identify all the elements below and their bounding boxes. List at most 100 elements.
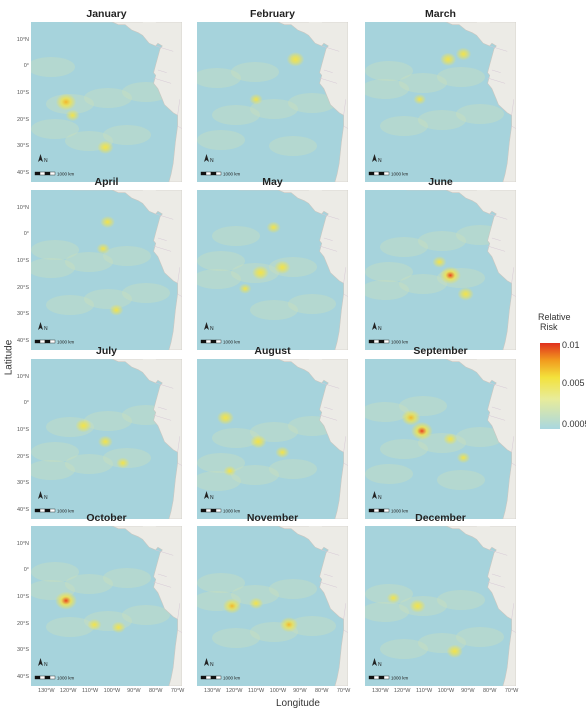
map-canvas: N 1000 km [31, 359, 182, 519]
risk-background-patch [437, 590, 485, 610]
risk-hotspot [446, 644, 463, 659]
risk-background-patch [46, 617, 94, 637]
x-tick-label: 70°W [336, 688, 351, 694]
country-border [343, 125, 348, 129]
country-border [157, 406, 167, 410]
x-tick-label: 110°W [81, 688, 99, 694]
risk-hotspot [286, 52, 305, 67]
country-border [153, 414, 172, 421]
north-arrow-icon: N [38, 154, 48, 164]
country-border [323, 237, 333, 241]
risk-hotspot [109, 304, 124, 316]
x-tick-label: 90°W [461, 688, 475, 694]
risk-hotspot [216, 410, 234, 425]
north-arrow-icon: N [38, 658, 48, 668]
svg-text:1000 km: 1000 km [391, 172, 409, 177]
y-tick-label: 0° [23, 231, 29, 238]
risk-background-patch [31, 562, 79, 582]
x-tick-label: 90°W [293, 688, 307, 694]
map-canvas: N 1000 km [365, 22, 516, 182]
land-caribbean [308, 190, 329, 198]
map-panel-november: November N 1000 km 130°W 120°W 110°W 100°W 90°W… [197, 512, 350, 694]
risk-background-patch [380, 116, 428, 136]
x-tick-label: 130°W [204, 688, 221, 694]
country-border [343, 436, 347, 453]
y-tick-label: 30°S [17, 143, 29, 150]
country-border [487, 245, 506, 252]
country-border [491, 406, 501, 410]
north-arrow-icon: N [204, 154, 214, 164]
y-tick-label: 20°S [17, 620, 29, 627]
risk-hotspot [274, 260, 291, 275]
country-border [177, 603, 181, 620]
map-panel-august: August N 1000 km [197, 345, 348, 521]
y-tick-label: 10°N [16, 373, 29, 380]
risk-background-patch [365, 602, 409, 622]
panel-title: June [428, 176, 453, 188]
risk-background-patch [250, 300, 298, 320]
risk-background-patch [380, 439, 428, 459]
risk-hotspot [97, 435, 113, 448]
risk-hotspot [238, 283, 252, 294]
risk-background-patch [288, 294, 336, 314]
risk-hotspot [457, 287, 474, 301]
scale-bar: 1000 km [200, 509, 241, 514]
country-border [319, 414, 338, 421]
legend-tick-high: 0.01 [562, 340, 580, 350]
country-border [343, 603, 347, 620]
risk-background-patch [231, 585, 279, 605]
y-tick-label: 20°S [17, 453, 29, 460]
map-panel-december: December N 1000 km 130°W 120°W 110°W 100°W 90°W… [365, 512, 518, 694]
map-canvas: N 1000 km [365, 526, 516, 686]
north-arrow-icon: N [372, 322, 382, 332]
ocean [197, 359, 348, 519]
risk-background-patch [31, 442, 79, 462]
svg-text:N: N [44, 662, 48, 668]
y-tick-label: 40°S [17, 170, 29, 176]
country-border [153, 245, 172, 252]
risk-background-patch [31, 460, 75, 480]
y-tick-label: 30°S [17, 647, 29, 654]
panel-title: December [415, 512, 466, 524]
country-border [177, 99, 181, 116]
country-border [487, 77, 506, 84]
y-axis-title: Latitude [3, 339, 15, 376]
country-border [157, 237, 167, 241]
scale-bar: 1000 km [200, 340, 241, 345]
risk-background-patch [84, 289, 132, 309]
land-south-america [238, 359, 348, 519]
x-tick-label: 80°W [314, 688, 329, 694]
x-tick-label: 110°W [247, 688, 265, 694]
panel-title: October [86, 512, 127, 524]
ocean [365, 22, 516, 182]
y-tick-label: 0° [23, 63, 29, 70]
svg-text:1000 km: 1000 km [57, 676, 75, 681]
country-border [321, 382, 340, 389]
country-border [157, 69, 167, 73]
risk-hotspot [410, 421, 433, 441]
risk-background-patch [197, 453, 245, 473]
svg-text:1000 km: 1000 km [57, 340, 75, 345]
risk-background-patch [65, 454, 113, 474]
country-border [155, 382, 174, 389]
risk-hotspot [409, 599, 426, 613]
country-border [177, 125, 182, 129]
land-south-america [72, 190, 182, 350]
country-border [321, 549, 340, 556]
panel-title: May [262, 176, 283, 188]
north-arrow-icon: N [38, 322, 48, 332]
panel-title: August [254, 345, 291, 357]
country-border [323, 406, 333, 410]
risk-hotspot [279, 617, 299, 633]
panel-title: March [425, 8, 456, 20]
land-caribbean [142, 359, 163, 367]
x-tick-label: 90°W [127, 688, 141, 694]
risk-hotspot [75, 418, 92, 433]
map-canvas: N 1000 km [31, 22, 182, 182]
risk-background-patch [269, 136, 317, 156]
y-tick-label: 40°S [17, 338, 29, 344]
risk-background-patch [365, 79, 409, 99]
country-border [177, 293, 182, 297]
risk-background-patch [437, 470, 485, 490]
panel-title: February [250, 8, 295, 20]
